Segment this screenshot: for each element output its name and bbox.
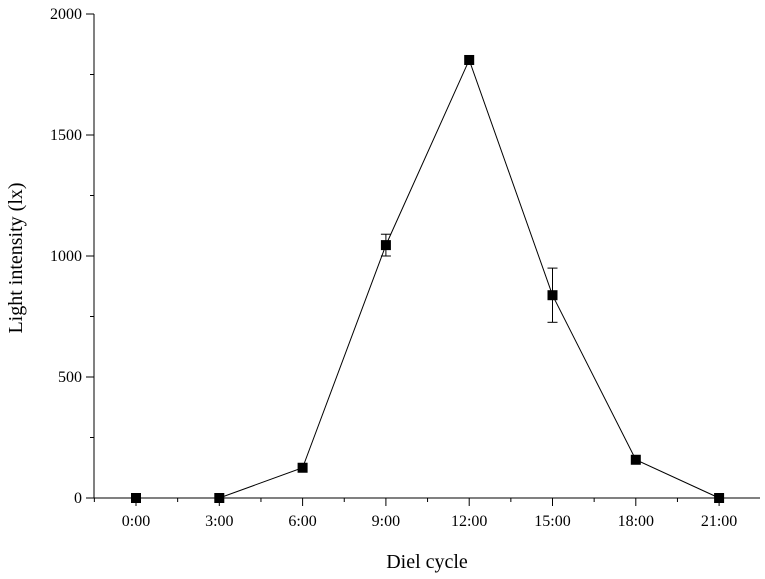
y-tick-label: 1500 [50, 127, 82, 144]
y-tick-label: 500 [58, 369, 82, 386]
series-line [136, 58, 720, 499]
series [131, 54, 725, 503]
x-axis-title: Diel cycle [386, 551, 468, 573]
x-tick-label: 3:00 [205, 513, 233, 530]
x-tick-label: 0:00 [122, 513, 150, 530]
y-tick-label: 0 [74, 490, 82, 507]
data-point [214, 493, 225, 503]
data-point [714, 493, 725, 503]
x-ticks: 0:00 3:00 6:00 9:00 12:00 15:00 18:00 21:00 [93, 498, 737, 530]
data-point [380, 240, 391, 251]
x-tick-label: 18:00 [618, 513, 654, 530]
x-tick-label: 12:00 [451, 513, 487, 530]
y-ticks: 0 500 1000 1500 2000 [50, 6, 94, 507]
data-point [464, 54, 475, 65]
data-point [547, 290, 558, 301]
x-tick-label: 15:00 [534, 513, 570, 530]
axes [93, 14, 760, 499]
x-tick-label: 21:00 [701, 513, 737, 530]
data-point [630, 454, 641, 465]
x-tick-label: 9:00 [372, 513, 400, 530]
x-tick-label: 6:00 [288, 513, 316, 530]
data-point [131, 493, 141, 503]
y-tick-label: 1000 [50, 248, 82, 265]
y-tick-label: 2000 [50, 6, 82, 23]
data-point [297, 462, 308, 473]
y-axis-title: Light intensity (lx) [5, 182, 27, 333]
